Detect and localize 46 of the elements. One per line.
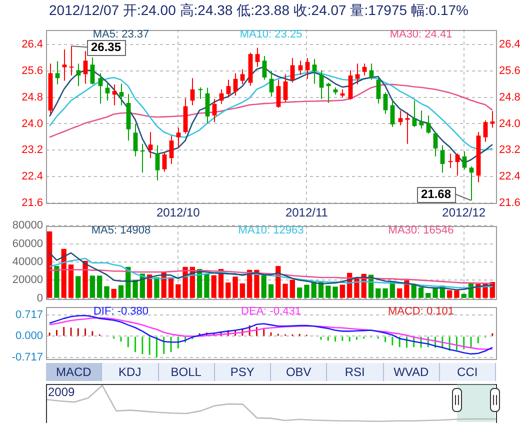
text: CCI (440, 363, 496, 381)
y-tick-label: 60000 (12, 238, 43, 250)
y2-tick-label: 25.6 (499, 64, 520, 77)
text: MA30: 16546 (388, 224, 454, 237)
text: MA10: 12963 (238, 224, 304, 237)
y-tick-label: 0.000 (15, 330, 43, 342)
x-tick-label: 2012/10 (156, 206, 200, 220)
y2-tick-label: 24.8 (499, 91, 520, 104)
annotation: 26.35 (91, 40, 122, 54)
text: MA10: 23.25 (240, 28, 302, 41)
y-tick-label: 21.6 (22, 197, 43, 210)
text: MA30: 24.41 (390, 28, 452, 41)
text: MA5: 14908 (91, 224, 151, 237)
series-label: MACD: 0.101 (388, 306, 454, 318)
y2-tick-label: 24.0 (499, 118, 520, 130)
series-label: DIF: -0.380 (93, 306, 149, 318)
y-tick-label: 22.4 (22, 170, 43, 183)
annotation: 2009 (48, 384, 76, 399)
y-tick-label: 24.0 (22, 118, 43, 130)
y2-tick-label: 26.4 (499, 38, 520, 50)
y-tick-label: 40000 (12, 256, 43, 268)
series-label: DEA: -0.431 (241, 306, 301, 318)
text: OBV (271, 363, 328, 381)
text: KDJ (102, 363, 158, 381)
y-tick-label: 24.8 (22, 91, 43, 104)
y-tick-label: -0.717 (12, 351, 43, 364)
y2-tick-label: 22.4 (499, 170, 520, 183)
text: WVAD (384, 363, 440, 381)
text: MA5: 23.37 (92, 28, 150, 41)
x-tick-label: 2012/11 (285, 206, 328, 220)
y-tick-label: 80000 (12, 220, 43, 232)
y-tick-label: 0 (36, 292, 43, 304)
annotation: 21.68 (420, 186, 452, 201)
y2-tick-label: 23.2 (499, 144, 520, 156)
y-tick-label: 20000 (12, 274, 43, 286)
text: RSI (327, 363, 384, 381)
y-tick-label: 25.6 (22, 64, 43, 77)
y-tick-label: 26.4 (22, 38, 43, 50)
x-tick-label: 2012/12 (442, 206, 486, 220)
y-tick-label: 0.717 (15, 309, 43, 322)
y2-tick-label: 21.6 (499, 197, 520, 210)
text: MACD (46, 363, 102, 381)
y-tick-label: 23.2 (22, 144, 43, 156)
text: BOLL (158, 363, 215, 381)
chart-title: 2012/12/07 开:24.00 高:24.38 低:23.88 收:24.07 量:17975 幅:0.17% (49, 2, 469, 20)
text: PSY (214, 363, 271, 381)
